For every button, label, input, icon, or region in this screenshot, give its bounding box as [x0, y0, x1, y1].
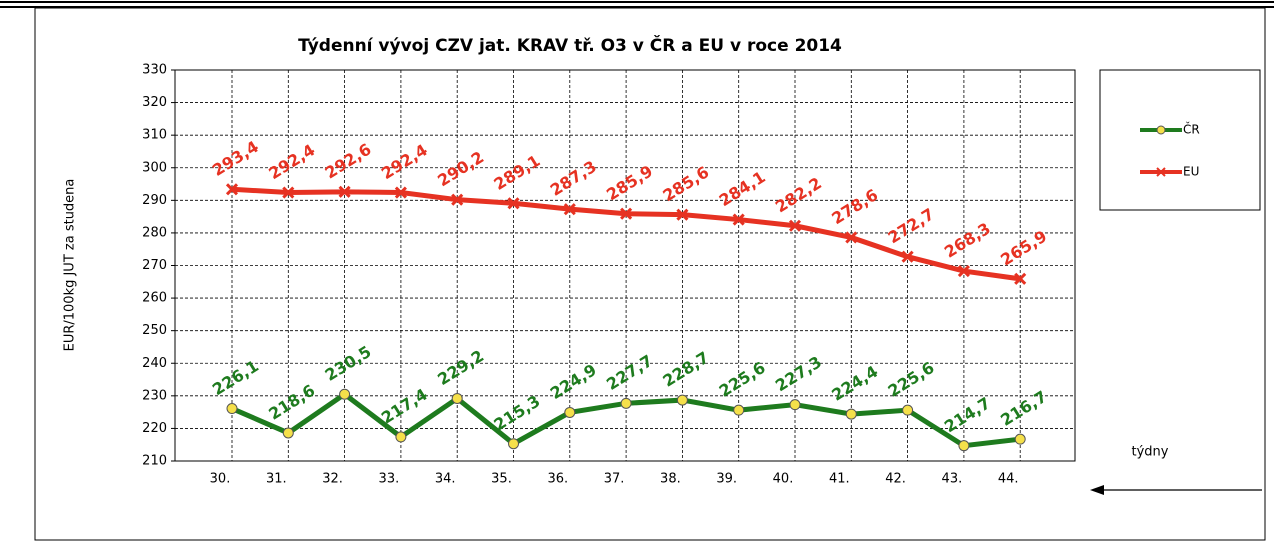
y-tick-label: 210 [142, 454, 167, 469]
data-label: 282,2 [772, 173, 825, 216]
x-tick-label: 35. [491, 472, 512, 487]
marker [1014, 433, 1026, 445]
y-axis-label: EUR/100kg JUT za studena [63, 179, 78, 352]
data-label: 290,2 [434, 147, 487, 190]
marker [395, 431, 407, 443]
y-tick-label: 240 [142, 356, 167, 371]
marker [901, 250, 914, 263]
marker [676, 208, 689, 221]
x-tick-label: 31. [266, 472, 287, 487]
legend [1099, 69, 1261, 211]
marker [282, 427, 294, 439]
legend-marker [1156, 167, 1166, 177]
data-label: 285,6 [659, 162, 712, 205]
marker [282, 186, 295, 199]
chart-title: Týdenní vývoj CZV jat. KRAV tř. O3 v ČR … [298, 34, 842, 56]
x-annotation: týdny [1132, 445, 1169, 460]
y-tick-label: 330 [142, 63, 167, 78]
marker [789, 399, 801, 411]
x-tick-label: 38. [660, 472, 681, 487]
data-label: 289,1 [490, 151, 543, 194]
plot-frame [174, 69, 1076, 462]
frame [34, 7, 1266, 541]
marker [226, 403, 238, 415]
data-label: 268,3 [941, 219, 994, 262]
data-label: 229,2 [434, 346, 487, 389]
data-label: 293,4 [209, 137, 262, 180]
x-tick-label: 36. [547, 472, 568, 487]
data-label: 227,3 [772, 352, 825, 395]
x-tick-label: 40. [773, 472, 794, 487]
y-tick-label: 320 [142, 95, 167, 110]
marker [902, 404, 914, 416]
marker [563, 203, 576, 216]
data-label: 214,7 [941, 393, 994, 436]
data-label: 292,6 [322, 140, 375, 183]
arrow-head [1090, 485, 1104, 495]
data-label: 225,6 [716, 358, 769, 401]
data-label: 216,7 [997, 387, 1050, 430]
marker [394, 186, 407, 199]
x-tick-label: 30. [210, 472, 231, 487]
marker [338, 185, 351, 198]
marker [620, 207, 633, 220]
data-label: 287,3 [547, 157, 600, 200]
data-label: 228,7 [659, 348, 712, 391]
marker [508, 438, 519, 450]
data-label: 224,9 [547, 360, 600, 403]
marker [1014, 272, 1027, 285]
x-tick-label: 41. [829, 472, 850, 487]
marker [676, 394, 688, 406]
x-tick-label: 33. [379, 472, 400, 487]
y-tick-label: 270 [142, 258, 167, 273]
y-tick-label: 310 [142, 128, 167, 143]
marker [507, 197, 520, 210]
legend-label: EU [1183, 165, 1199, 179]
x-tick-label: 42. [885, 472, 906, 487]
marker [451, 193, 464, 206]
y-tick-label: 220 [142, 421, 167, 436]
marker [620, 397, 632, 409]
data-label: 278,6 [828, 185, 881, 228]
y-tick-label: 290 [142, 193, 167, 208]
marker [845, 231, 858, 244]
data-label: 224,4 [828, 362, 881, 405]
data-label: 227,7 [603, 351, 656, 394]
y-tick-label: 280 [142, 225, 167, 240]
marker [225, 183, 239, 196]
data-label: 272,7 [885, 204, 938, 247]
x-tick-label: 43. [942, 472, 963, 487]
x-tick-label: 32. [322, 472, 343, 487]
marker [958, 440, 970, 452]
data-label: 292,4 [265, 140, 318, 183]
marker [732, 213, 745, 226]
x-tick-label: 44. [998, 472, 1019, 487]
data-label: 284,1 [716, 167, 769, 210]
y-tick-label: 230 [142, 388, 167, 403]
marker [733, 404, 745, 416]
marker [339, 388, 351, 400]
data-label: 292,4 [378, 140, 431, 183]
data-label: 215,3 [490, 391, 543, 434]
x-tick-label: 39. [716, 472, 737, 487]
marker [564, 406, 576, 418]
marker [788, 219, 802, 232]
x-tick-label: 37. [604, 472, 625, 487]
x-tick-label: 34. [435, 472, 456, 487]
data-label: 225,6 [885, 358, 938, 401]
marker [845, 408, 857, 420]
data-label: 226,1 [209, 356, 262, 399]
y-tick-label: 300 [142, 160, 167, 175]
legend-label: ČR [1183, 122, 1200, 137]
y-tick-label: 260 [142, 291, 167, 306]
marker [451, 392, 463, 404]
y-tick-label: 250 [142, 323, 167, 338]
marker [957, 264, 970, 278]
legend-marker [1156, 125, 1166, 135]
